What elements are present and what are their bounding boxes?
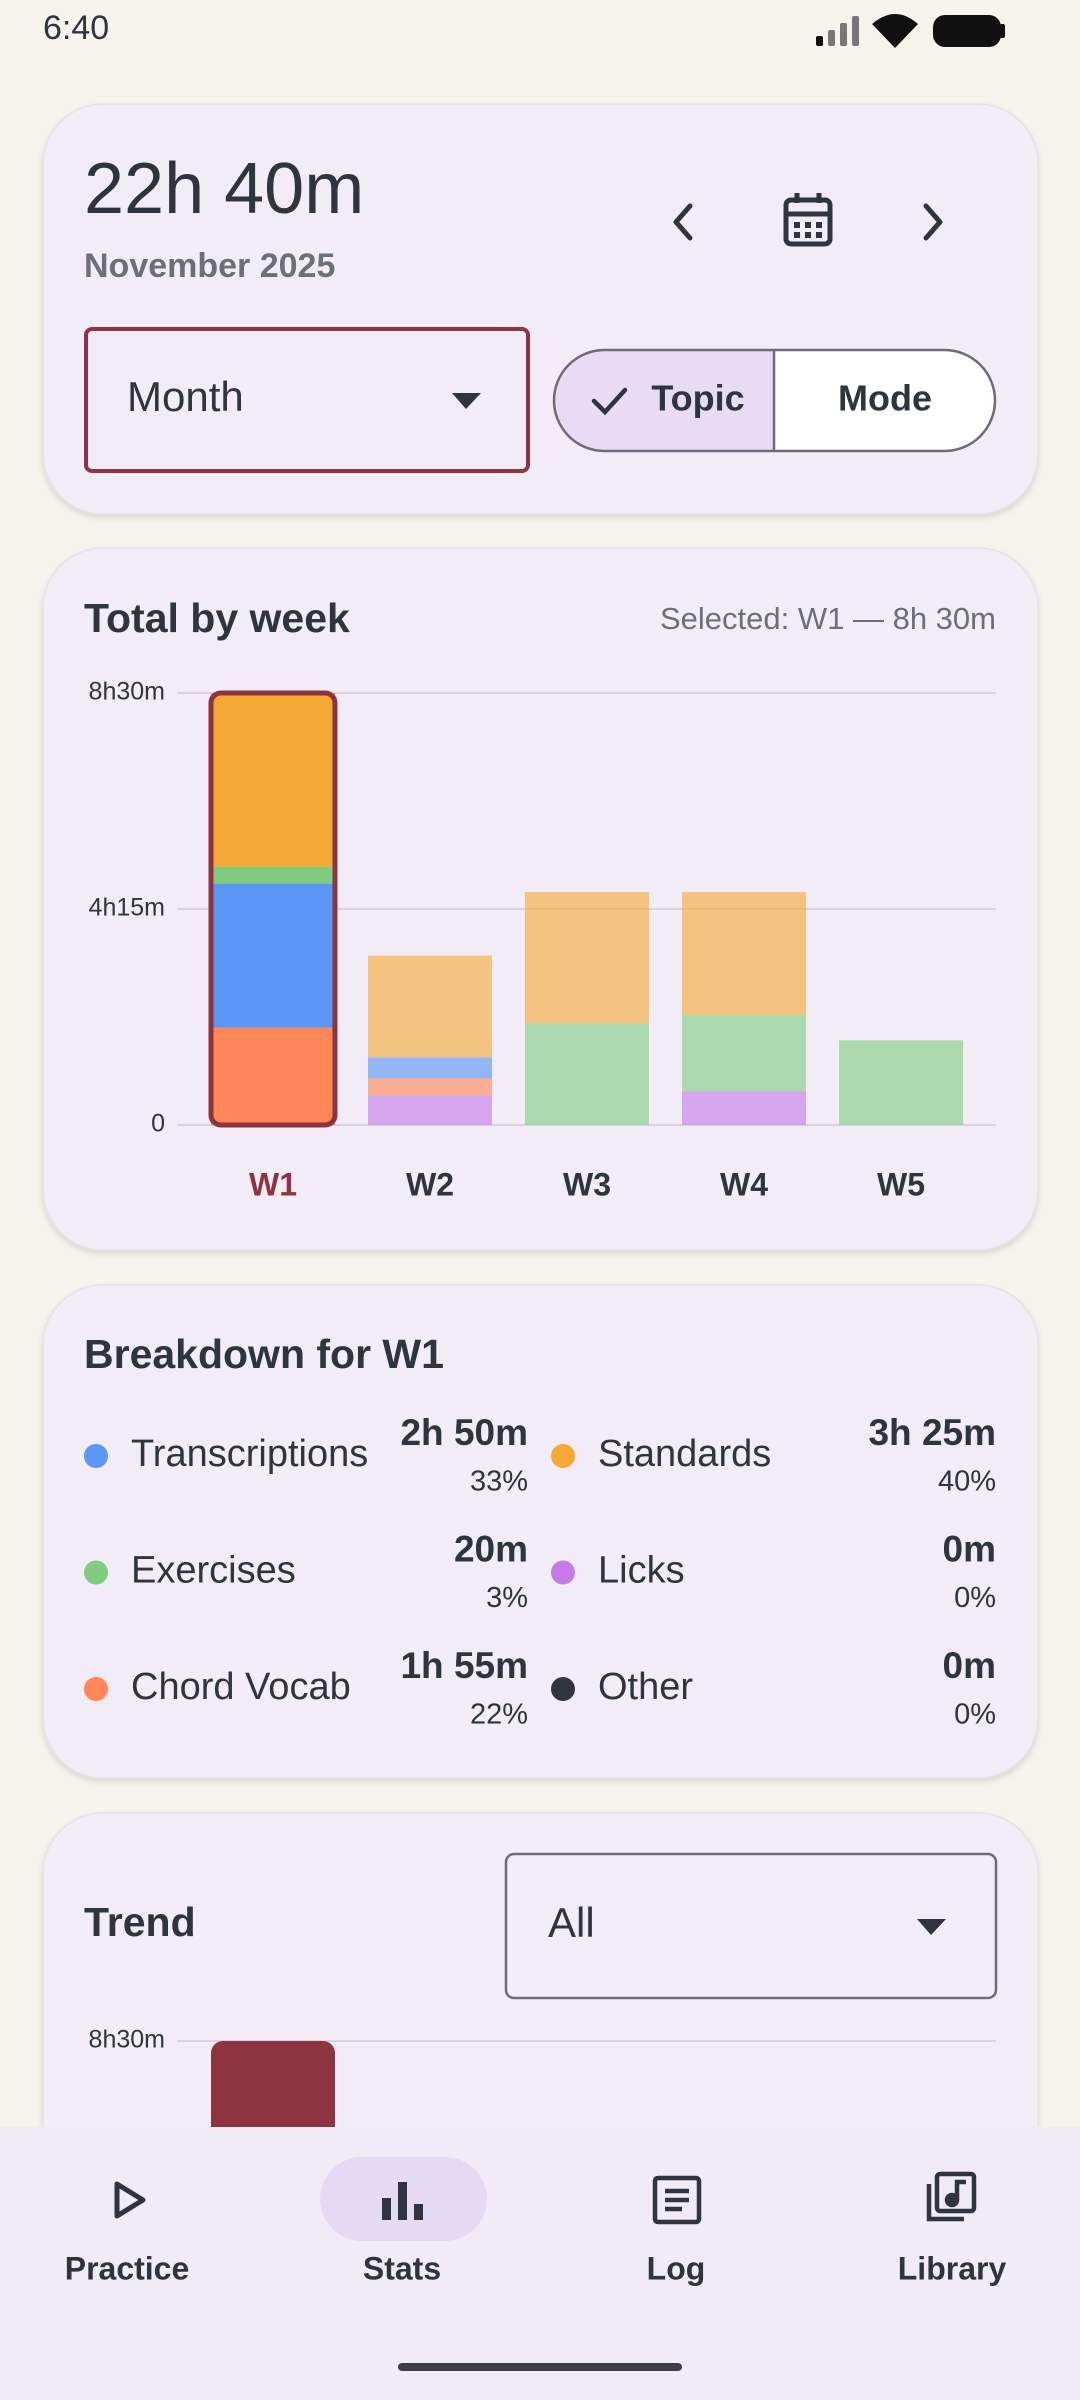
topic-time: 2h 50m [400, 1412, 528, 1453]
battery-tip [1000, 24, 1005, 38]
topic-percent: 40% [938, 1466, 996, 1498]
toggle-mode[interactable] [774, 350, 995, 451]
breakdown-card [42, 1284, 1039, 1779]
content: 6:40 22h 40m November 2025 Month Topic M… [42, 9, 1039, 2400]
y-tick-label: 8h30m [89, 2026, 165, 2054]
bottom-nav: Practice Stats Log Library [0, 2127, 1080, 2400]
bar-segment [682, 1014, 806, 1092]
x-tick-label: W5 [877, 1166, 925, 1202]
nav-label[interactable]: Stats [363, 2250, 441, 2286]
wifi-icon [872, 14, 918, 48]
x-tick-label: W2 [406, 1166, 454, 1202]
topic-name: Licks [598, 1550, 685, 1592]
nav-label[interactable]: Library [898, 2250, 1007, 2286]
y-tick-label: 8h30m [89, 678, 165, 706]
nav-label[interactable]: Practice [65, 2250, 190, 2286]
dropdown-arrow [452, 393, 481, 409]
legend-dot [84, 1677, 108, 1701]
topic-name: Chord Vocab [131, 1666, 351, 1708]
nav-label[interactable]: Log [647, 2250, 706, 2286]
topic-percent: 0% [954, 1582, 996, 1614]
bar-segment [368, 1057, 492, 1079]
topic-time: 20m [454, 1528, 528, 1569]
range-value: Month [127, 373, 244, 420]
topic-name: Exercises [131, 1550, 296, 1592]
topic-percent: 3% [486, 1582, 528, 1614]
prev-button[interactable] [673, 203, 693, 241]
bar-segment [211, 693, 335, 867]
bar-hit-area[interactable] [525, 892, 649, 1125]
y-tick-label: 0 [151, 1110, 165, 1138]
topic-time: 1h 55m [400, 1645, 528, 1686]
period: November 2025 [84, 247, 335, 285]
trend-filter[interactable]: All [504, 1852, 998, 2000]
x-tick-label: W4 [720, 1166, 768, 1202]
bar-segment [839, 1040, 963, 1125]
legend-dot [84, 1444, 108, 1468]
y-tick-label: 4h15m [89, 894, 165, 922]
next-button[interactable] [923, 203, 943, 241]
chart-subtitle: Selected: W1 — 8h 30m [660, 601, 996, 636]
bar-segment [368, 1078, 492, 1096]
topic-time: 0m [943, 1528, 996, 1569]
legend-dot [551, 1560, 575, 1585]
bar-segment [368, 1095, 492, 1125]
bar-segment [211, 866, 335, 884]
topic-time: 3h 25m [868, 1412, 996, 1453]
topic-name: Standards [598, 1433, 771, 1475]
bar-segment [525, 1023, 649, 1125]
status-time: 6:40 [43, 9, 109, 47]
bar-segment [682, 892, 806, 1015]
legend-dot [84, 1560, 108, 1585]
topic-name: Transcriptions [131, 1433, 368, 1475]
bar-segment [525, 892, 649, 1024]
bar-hit-area[interactable] [368, 956, 492, 1125]
bar-hit-area[interactable] [839, 1040, 963, 1125]
signal-icon [816, 16, 859, 46]
bar-segment [211, 883, 335, 1028]
stats-icon [382, 2182, 423, 2220]
practice-icon [114, 2181, 146, 2219]
range-dropdown[interactable]: Month [84, 327, 530, 473]
dropdown-arrow [917, 1919, 946, 1935]
trend-title: Trend [84, 1899, 196, 1945]
bar-segment [682, 1091, 806, 1125]
bar-segment [368, 955, 492, 1058]
topic-percent: 0% [954, 1699, 996, 1731]
library-icon [926, 2171, 977, 2222]
bar-hit-area[interactable] [682, 892, 806, 1125]
legend-dot [551, 1444, 575, 1468]
calendar-button[interactable] [783, 193, 833, 247]
toggle-label: Mode [838, 378, 932, 419]
topic-percent: 22% [470, 1699, 528, 1731]
topic-name: Other [598, 1666, 693, 1708]
toggle-topic[interactable] [553, 350, 774, 451]
topic-time: 0m [943, 1645, 996, 1686]
check-icon [591, 387, 628, 416]
trend-filter-value: All [548, 1899, 595, 1946]
breakdown-list: Transcriptions 2h 50m 33% Standards 3h 25m 40… [84, 1412, 996, 1731]
weekly-chart: 0 4h15m 8h30m W1 W2 W3 W4 W5 [89, 678, 996, 1202]
breakdown-title: Breakdown for W1 [84, 1331, 444, 1377]
x-tick-label: W1 [249, 1166, 297, 1202]
total-time: 22h 40m [84, 149, 364, 229]
home-indicator [398, 2363, 682, 2371]
log-icon [652, 2175, 702, 2225]
toggle-label: Topic [651, 378, 744, 419]
battery-icon [933, 15, 1001, 47]
bar-segment [211, 1027, 335, 1125]
selected-outline [208, 690, 338, 1128]
x-tick-label: W3 [563, 1166, 611, 1202]
toggle-group: Topic Mode [552, 348, 997, 453]
legend-dot [551, 1677, 575, 1701]
topic-percent: 33% [470, 1466, 528, 1498]
chart-title: Total by week [84, 595, 350, 641]
